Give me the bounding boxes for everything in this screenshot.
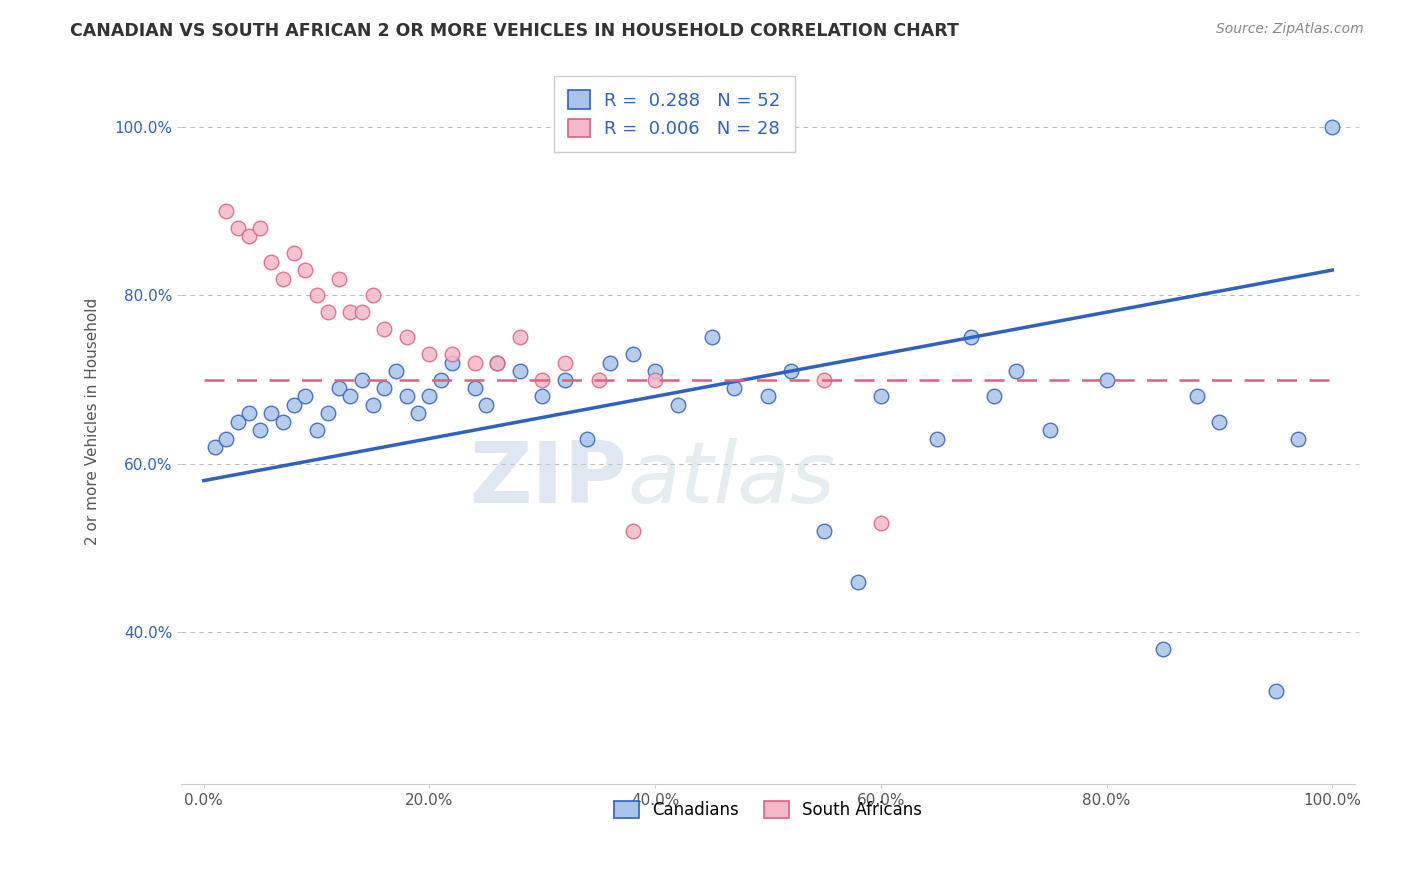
Point — [283, 398, 305, 412]
Point — [509, 364, 531, 378]
Point — [1208, 415, 1230, 429]
Point — [215, 432, 238, 446]
Point — [373, 322, 395, 336]
Point — [305, 288, 328, 302]
Point — [441, 356, 464, 370]
Point — [960, 330, 983, 344]
Point — [1264, 684, 1286, 698]
Point — [395, 330, 418, 344]
Point — [441, 347, 464, 361]
Point — [927, 432, 949, 446]
Point — [271, 415, 294, 429]
Point — [983, 389, 1005, 403]
Point — [1095, 373, 1118, 387]
Point — [294, 263, 316, 277]
Point — [249, 221, 271, 235]
Point — [260, 254, 283, 268]
Point — [316, 406, 339, 420]
Point — [238, 406, 260, 420]
Point — [406, 406, 429, 420]
Point — [260, 406, 283, 420]
Point — [644, 373, 666, 387]
Point — [779, 364, 801, 378]
Point — [1005, 364, 1028, 378]
Point — [509, 330, 531, 344]
Point — [215, 204, 238, 219]
Point — [350, 305, 373, 319]
Point — [294, 389, 316, 403]
Point — [700, 330, 723, 344]
Point — [554, 373, 576, 387]
Point — [475, 398, 498, 412]
Point — [756, 389, 779, 403]
Point — [576, 432, 599, 446]
Point — [621, 347, 644, 361]
Point — [384, 364, 406, 378]
Point — [813, 373, 835, 387]
Legend: Canadians, South Africans: Canadians, South Africans — [607, 795, 929, 826]
Point — [666, 398, 689, 412]
Point — [813, 524, 835, 538]
Point — [238, 229, 260, 244]
Text: Source: ZipAtlas.com: Source: ZipAtlas.com — [1216, 22, 1364, 37]
Point — [588, 373, 610, 387]
Text: atlas: atlas — [627, 438, 835, 521]
Point — [531, 373, 554, 387]
Point — [870, 516, 893, 530]
Point — [271, 271, 294, 285]
Point — [1152, 642, 1174, 657]
Point — [305, 423, 328, 437]
Y-axis label: 2 or more Vehicles in Household: 2 or more Vehicles in Household — [86, 298, 100, 545]
Point — [226, 221, 249, 235]
Point — [395, 389, 418, 403]
Point — [870, 389, 893, 403]
Point — [328, 271, 350, 285]
Point — [339, 305, 361, 319]
Point — [1185, 389, 1208, 403]
Point — [204, 440, 226, 454]
Point — [283, 246, 305, 260]
Point — [644, 364, 666, 378]
Point — [486, 356, 509, 370]
Point — [361, 288, 384, 302]
Point — [846, 574, 869, 589]
Point — [328, 381, 350, 395]
Point — [361, 398, 384, 412]
Point — [373, 381, 395, 395]
Point — [531, 389, 554, 403]
Point — [226, 415, 249, 429]
Point — [486, 356, 509, 370]
Text: CANADIAN VS SOUTH AFRICAN 2 OR MORE VEHICLES IN HOUSEHOLD CORRELATION CHART: CANADIAN VS SOUTH AFRICAN 2 OR MORE VEHI… — [70, 22, 959, 40]
Point — [464, 356, 486, 370]
Point — [316, 305, 339, 319]
Point — [621, 524, 644, 538]
Text: ZIP: ZIP — [470, 438, 627, 521]
Point — [350, 373, 373, 387]
Point — [599, 356, 621, 370]
Point — [464, 381, 486, 395]
Point — [339, 389, 361, 403]
Point — [418, 389, 440, 403]
Point — [723, 381, 745, 395]
Point — [418, 347, 440, 361]
Point — [1322, 120, 1344, 134]
Point — [249, 423, 271, 437]
Point — [1286, 432, 1309, 446]
Point — [1039, 423, 1062, 437]
Point — [429, 373, 451, 387]
Point — [554, 356, 576, 370]
